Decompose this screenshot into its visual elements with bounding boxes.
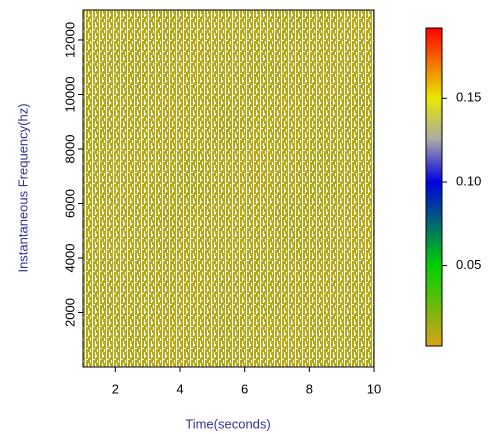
x-tick-label: 2: [112, 381, 119, 396]
y-tick-label: 4000: [62, 244, 77, 273]
y-tick-label: 6000: [62, 189, 77, 218]
y-axis-label: Instantaneous Frequency(hz): [15, 103, 30, 272]
texture: [83, 10, 374, 367]
colorbar: [426, 28, 442, 346]
y-tick-label: 10000: [62, 76, 77, 112]
x-axis-label: Time(seconds): [185, 416, 270, 431]
y-tick-label: 12000: [62, 22, 77, 58]
x-tick-label: 10: [367, 381, 381, 396]
x-tick-label: 6: [241, 381, 248, 396]
x-tick-label: 8: [306, 381, 313, 396]
y-tick-label: 8000: [62, 135, 77, 164]
colorbar-tick-label: 0.05: [456, 257, 481, 272]
colorbar-tick-label: 0.15: [456, 90, 481, 105]
y-tick-label: 2000: [62, 298, 77, 327]
x-tick-label: 4: [176, 381, 183, 396]
colorbar-tick-label: 0.10: [456, 173, 481, 188]
